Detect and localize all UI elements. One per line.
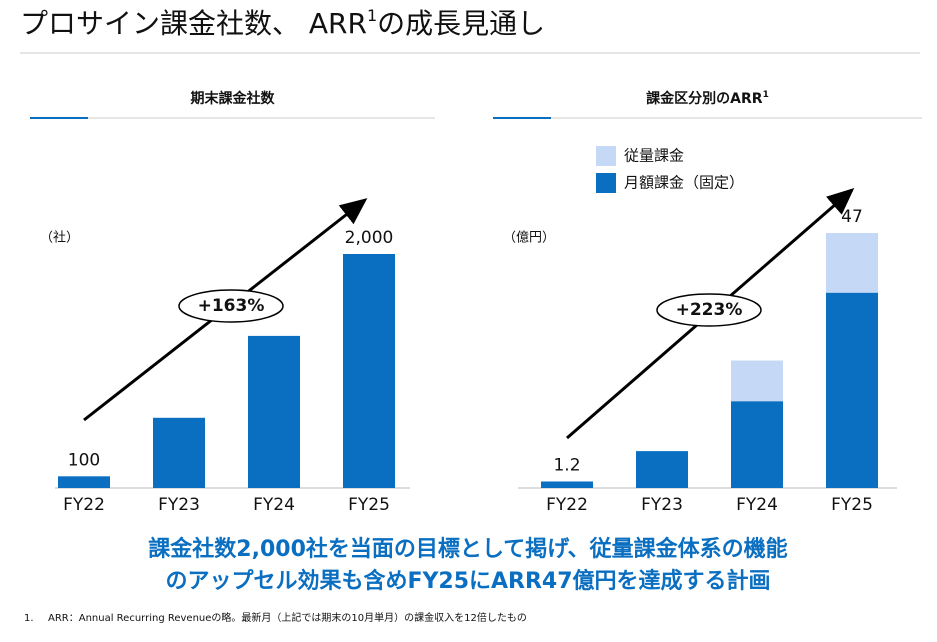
total-label: 1.2 [553,455,580,475]
bar-segment [731,401,783,488]
message-line: のアップセル効果も含めFY25にARR47億円を達成する計画 [165,568,770,594]
chart-title-text: 課金区分別のARR [646,90,763,107]
unit-label: （社） [40,230,79,246]
bar [153,417,205,488]
chart-title: 期末課金社数 [191,90,276,107]
growth-label: +163% [198,296,265,316]
bar-segment [731,360,783,402]
legend-swatch [596,146,616,166]
x-tick-label: FY23 [641,495,683,515]
bar [343,254,395,488]
growth-label: +223% [676,300,743,320]
growth-bubble [656,293,762,327]
x-tick-label: FY25 [831,495,873,515]
message-line: 課金社数2,000社を当面の目標として掲げ、従量課金体系の機能 [148,536,787,562]
title-text: の成長見通し [377,7,545,40]
bar-segment [826,292,878,488]
x-tick-label: FY24 [736,495,778,515]
x-tick-label: FY22 [63,495,105,515]
x-tick-label: FY25 [348,495,390,515]
footnote-marker: 1. [24,613,34,624]
value-label: 100 [68,450,100,470]
title-text: プロサイン課金社数、 ARR [20,7,367,40]
bar-segment [541,481,593,488]
value-label: 2,000 [345,228,394,248]
bar [248,335,300,488]
x-tick-label: FY22 [546,495,588,515]
growth-bubble [178,289,284,323]
slide-title: プロサイン課金社数、 ARR1の成長見通し [20,6,545,41]
legend-swatch [596,173,616,193]
bar [58,476,110,488]
unit-label: （億円） [503,230,555,246]
legend-label: 従量課金 [624,147,684,165]
x-tick-label: FY23 [158,495,200,515]
chart-title-sup: 1 [763,90,769,100]
title-sup: 1 [367,6,377,25]
bar-segment [826,233,878,293]
bar-segment [636,451,688,488]
footnote: ARR：Annual Recurring Revenueの略。最新月（上記では期… [48,611,527,624]
x-tick-label: FY24 [253,495,295,515]
total-label: 47 [841,207,863,227]
chart-title: 課金区分別のARR1 [646,90,769,108]
legend-label: 月額課金（固定） [624,174,744,192]
chart-title-text: 期末課金社数 [191,90,276,107]
